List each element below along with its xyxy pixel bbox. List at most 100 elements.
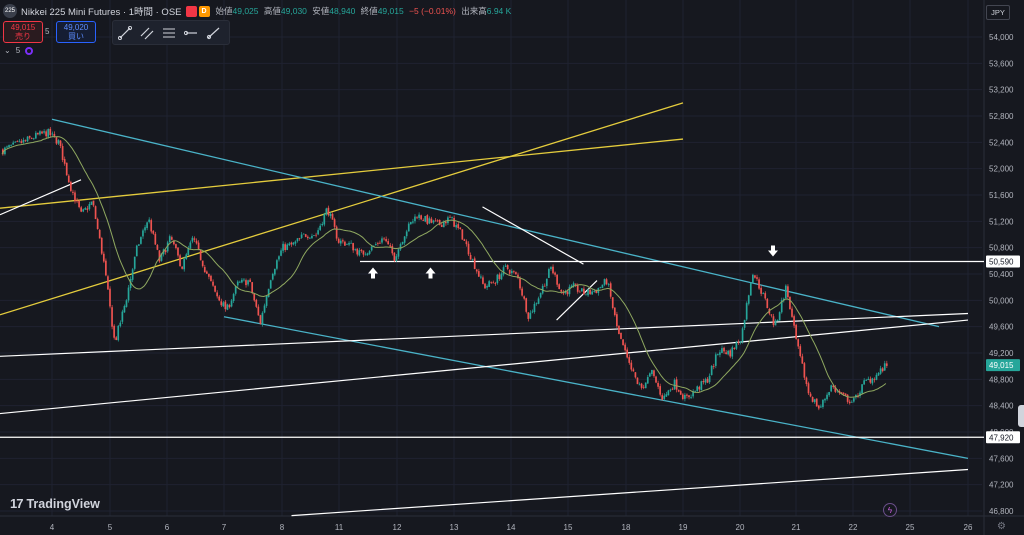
- candle-body: [679, 391, 682, 395]
- candle-body: [475, 269, 478, 272]
- price-tick-label: 52,000: [989, 165, 1014, 174]
- candle-body: [74, 192, 76, 202]
- price-tick-label: 50,000: [989, 296, 1014, 305]
- fib-retracement-tool-icon[interactable]: [161, 25, 177, 41]
- candle-body: [628, 357, 631, 363]
- candle-body: [315, 234, 317, 236]
- candle-body: [877, 373, 880, 376]
- symbol-header[interactable]: 225 Nikkei 225 Mini Futures · 1時間 · OSE …: [0, 0, 514, 22]
- candle-body: [793, 316, 795, 326]
- candle-body: [189, 242, 192, 249]
- candle-body: [45, 131, 47, 137]
- candle-body: [560, 290, 563, 292]
- chevron-down-icon[interactable]: ⌄: [4, 46, 11, 55]
- buy-button[interactable]: 49,020 買い: [56, 21, 96, 43]
- volume-label: 出来高: [461, 6, 487, 16]
- candle-body: [317, 230, 319, 235]
- candle-body: [232, 294, 235, 301]
- white-trendline: [556, 280, 598, 321]
- candle-body: [840, 392, 843, 394]
- candle-body: [828, 392, 830, 396]
- ray-tool-icon[interactable]: [205, 25, 221, 41]
- candle-body: [362, 250, 365, 255]
- candle-body: [867, 378, 870, 381]
- buy-price: 49,020: [63, 23, 89, 32]
- candle-body: [875, 374, 878, 380]
- candle-body: [8, 145, 10, 148]
- candle-body: [675, 379, 678, 390]
- candlestick-series: [2, 126, 888, 411]
- candle-body: [34, 132, 37, 139]
- candle-body: [607, 284, 610, 285]
- candle-body: [341, 240, 344, 242]
- candle-body: [745, 303, 748, 320]
- market-status-badge[interactable]: [185, 5, 197, 17]
- candle-body: [294, 241, 297, 244]
- candle-body: [752, 274, 754, 283]
- candle-body: [473, 258, 476, 269]
- level-label-box: [986, 255, 1020, 268]
- candle-body: [175, 244, 177, 249]
- candle-body: [655, 376, 657, 383]
- candle-body: [692, 391, 694, 397]
- lightning-icon[interactable]: ϟ: [883, 503, 897, 517]
- candle-body: [131, 269, 134, 280]
- indicator-row[interactable]: ⌄ 5: [4, 46, 34, 55]
- candle-body: [721, 348, 723, 353]
- trendline-tool-icon[interactable]: [117, 25, 133, 41]
- candle-body: [102, 253, 105, 262]
- sell-button[interactable]: 49,015 売り: [3, 21, 43, 43]
- delayed-data-badge[interactable]: D: [198, 5, 210, 17]
- candle-body: [603, 279, 606, 285]
- close-value: 49,015: [377, 6, 404, 16]
- candle-body: [725, 352, 727, 355]
- candle-body: [393, 252, 396, 261]
- candle-body: [510, 270, 513, 274]
- candle-body: [574, 283, 577, 285]
- candle-body: [346, 243, 348, 245]
- candle-body: [471, 259, 474, 260]
- candle-body: [591, 291, 593, 295]
- candle-body: [737, 341, 740, 343]
- candle-body: [760, 287, 762, 294]
- candle-body: [263, 305, 266, 313]
- candle-body: [14, 141, 17, 143]
- candle-body: [772, 316, 775, 326]
- symbol-title[interactable]: Nikkei 225 Mini Futures · 1時間 · OSE: [21, 7, 182, 18]
- candle-body: [265, 296, 268, 306]
- candle-body: [321, 223, 324, 226]
- parallel-channel-tool-icon[interactable]: [139, 25, 155, 41]
- candle-body: [333, 219, 336, 227]
- tradingview-logo[interactable]: 17 TradingView: [10, 496, 100, 511]
- candle-body: [570, 285, 573, 288]
- side-panel-handle[interactable]: [1018, 405, 1024, 427]
- candle-body: [548, 269, 550, 278]
- candle-body: [210, 275, 212, 282]
- candle-body: [249, 279, 251, 282]
- candle-body: [556, 274, 558, 285]
- horizontal-ray-tool-icon[interactable]: [183, 25, 199, 41]
- change-value: −5 (−0.01%): [409, 6, 456, 16]
- price-tick-label: 48,400: [989, 402, 1014, 411]
- candle-body: [205, 271, 208, 274]
- gear-icon[interactable]: ⚙: [997, 521, 1006, 532]
- candle-body: [622, 339, 624, 346]
- candle-body: [55, 137, 58, 144]
- candle-body: [428, 218, 431, 224]
- currency-button[interactable]: JPY: [986, 5, 1010, 20]
- candle-body: [80, 207, 82, 212]
- candle-body: [420, 215, 422, 220]
- candle-body: [657, 382, 659, 387]
- candle-body: [791, 308, 793, 317]
- candle-body: [26, 136, 29, 142]
- candle-body: [562, 292, 565, 294]
- candle-body: [496, 274, 499, 284]
- candle-body: [63, 159, 66, 164]
- candle-body: [150, 220, 153, 232]
- candle-body: [395, 256, 398, 261]
- time-axis: 4 5 6 7 8 11 12 13 14 15 18 19 20 21 22 25 26: [50, 523, 973, 532]
- candle-body: [688, 395, 690, 398]
- candle-body: [504, 265, 507, 267]
- candle-body: [784, 285, 787, 299]
